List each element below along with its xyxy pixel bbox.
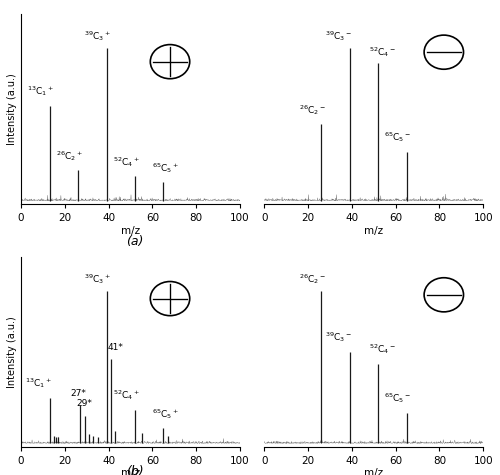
Text: $^{65}$C$_5$$^+$: $^{65}$C$_5$$^+$ bbox=[152, 407, 179, 420]
X-axis label: m/z: m/z bbox=[364, 468, 384, 475]
Text: $^{26}$C$_2$$^+$: $^{26}$C$_2$$^+$ bbox=[56, 149, 82, 162]
Text: $^{26}$C$_2$$^-$: $^{26}$C$_2$$^-$ bbox=[299, 272, 326, 286]
Text: 29*: 29* bbox=[76, 399, 92, 408]
X-axis label: m/z: m/z bbox=[364, 226, 384, 236]
Text: $^{65}$C$_5$$^-$: $^{65}$C$_5$$^-$ bbox=[384, 130, 411, 144]
Y-axis label: Intensity (a.u.): Intensity (a.u.) bbox=[7, 73, 17, 145]
Text: $^{13}$C$_1$$^+$: $^{13}$C$_1$$^+$ bbox=[25, 376, 52, 390]
Text: $^{39}$C$_3$$^-$: $^{39}$C$_3$$^-$ bbox=[326, 29, 352, 43]
Text: $^{39}$C$_3$$^-$: $^{39}$C$_3$$^-$ bbox=[326, 330, 352, 344]
Text: $^{39}$C$_3$$^+$: $^{39}$C$_3$$^+$ bbox=[84, 29, 111, 43]
Text: $^{26}$C$_2$$^-$: $^{26}$C$_2$$^-$ bbox=[299, 103, 326, 117]
Text: $^{52}$C$_4$$^+$: $^{52}$C$_4$$^+$ bbox=[113, 155, 140, 169]
Text: $^{13}$C$_1$$^+$: $^{13}$C$_1$$^+$ bbox=[28, 85, 54, 98]
X-axis label: m/z: m/z bbox=[121, 468, 140, 475]
Text: $^{65}$C$_5$$^+$: $^{65}$C$_5$$^+$ bbox=[152, 161, 179, 175]
Text: $^{52}$C$_4$$^-$: $^{52}$C$_4$$^-$ bbox=[369, 45, 396, 58]
X-axis label: m/z: m/z bbox=[121, 226, 140, 236]
Text: (a): (a) bbox=[126, 235, 144, 248]
Text: (b): (b) bbox=[126, 466, 144, 475]
Y-axis label: Intensity (a.u.): Intensity (a.u.) bbox=[7, 316, 17, 388]
Text: 41*: 41* bbox=[108, 342, 123, 352]
Text: $^{39}$C$_3$$^+$: $^{39}$C$_3$$^+$ bbox=[84, 272, 111, 286]
Text: 27*: 27* bbox=[70, 389, 86, 398]
Text: $^{65}$C$_5$$^-$: $^{65}$C$_5$$^-$ bbox=[384, 391, 411, 405]
Text: $^{52}$C$_4$$^-$: $^{52}$C$_4$$^-$ bbox=[369, 342, 396, 356]
Text: $^{52}$C$_4$$^+$: $^{52}$C$_4$$^+$ bbox=[113, 388, 140, 402]
